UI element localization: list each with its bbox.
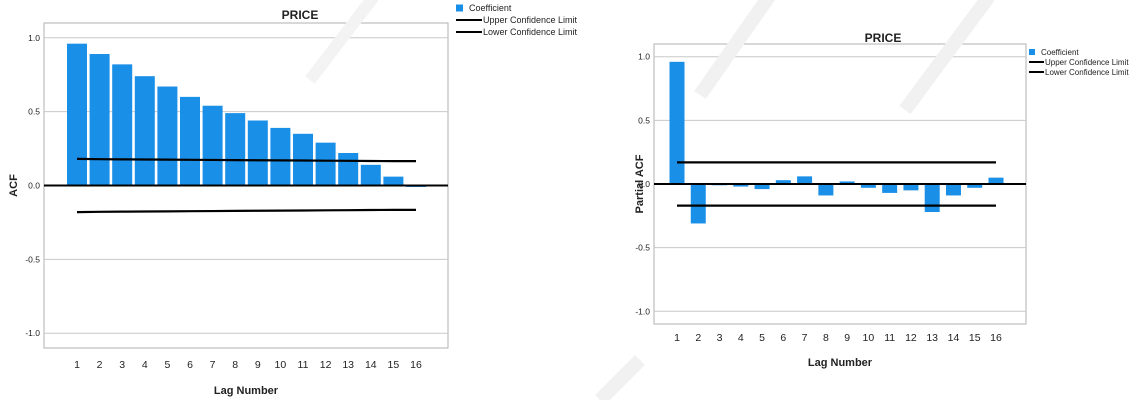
x-tick-label: 7: [802, 332, 808, 344]
bar-lag-4: [134, 76, 155, 186]
y-tick-label: 0.5: [28, 107, 40, 117]
x-tick-label: 13: [926, 332, 938, 344]
x-axis-label: Lag Number: [214, 385, 279, 397]
x-tick-label: 6: [780, 332, 786, 344]
y-tick-label: -0.5: [635, 243, 650, 253]
x-tick-label: 15: [388, 359, 400, 371]
bar-lag-9: [247, 120, 268, 186]
y-tick-label: 1.0: [638, 52, 650, 62]
bar-lag-14: [360, 164, 381, 186]
x-tick-label: 1: [74, 359, 80, 371]
bar-lag-4: [733, 184, 749, 187]
bar-lag-8: [818, 184, 834, 196]
x-tick-label: 9: [844, 332, 850, 344]
bar-lag-15: [383, 176, 404, 186]
legend-label: Lower Confidence Limit: [1045, 68, 1129, 77]
x-tick-label: 14: [948, 332, 960, 344]
legend-label: Upper Confidence Limit: [483, 15, 578, 25]
y-tick-label: -1.0: [635, 306, 650, 316]
y-tick-label: 0.0: [638, 179, 650, 189]
x-tick-label: 4: [142, 359, 148, 371]
bar-lag-10: [270, 127, 291, 186]
x-tick-label: 15: [969, 332, 981, 344]
legend-label: Lower Confidence Limit: [483, 27, 578, 37]
x-tick-label: 2: [97, 359, 103, 371]
x-tick-label: 13: [342, 359, 354, 371]
bar-lag-3: [112, 64, 133, 186]
bar-lag-12: [315, 142, 336, 186]
x-tick-label: 16: [990, 332, 1002, 344]
x-tick-label: 2: [695, 332, 701, 344]
legend-label: Coefficient: [469, 3, 512, 13]
bar-lag-11: [882, 184, 898, 193]
x-tick-label: 3: [119, 359, 125, 371]
x-tick-label: 9: [255, 359, 261, 371]
bar-lag-15: [967, 184, 983, 188]
x-tick-label: 8: [232, 359, 238, 371]
bar-lag-8: [225, 113, 246, 186]
pacf-chart: 1.00.50.0-0.5-1.01 2 3 4 5 6 7 8 9 10 11 12 13 14 15 16…: [634, 31, 1129, 369]
x-tick-label: 6: [187, 359, 193, 371]
bar-lag-6: [775, 180, 791, 184]
y-tick-label: 0.5: [638, 115, 650, 125]
legend-label: Upper Confidence Limit: [1045, 58, 1129, 67]
bar-lag-16: [988, 177, 1004, 184]
legend-label: Coefficient: [1041, 48, 1079, 57]
bar-lag-14: [945, 184, 961, 196]
upper-confidence-line: [76, 157, 416, 163]
x-tick-label: 12: [905, 332, 917, 344]
bar-lag-2: [89, 54, 110, 186]
x-tick-label: 16: [410, 359, 422, 371]
y-tick-label: -1.0: [25, 328, 40, 338]
x-tick-label: 12: [320, 359, 332, 371]
x-tick-label: 5: [759, 332, 765, 344]
y-tick-label: 0.0: [28, 181, 40, 191]
x-tick-label: 14: [365, 359, 377, 371]
lower-confidence-line: [76, 208, 416, 214]
x-tick-label: 5: [164, 359, 170, 371]
x-tick-label: 10: [275, 359, 287, 371]
x-tick-label: 4: [738, 332, 744, 344]
bar-lag-12: [903, 184, 919, 191]
bar-lag-2: [690, 184, 706, 224]
bar-lag-10: [860, 184, 876, 188]
y-tick-label: 1.0: [28, 33, 40, 43]
bar-lag-6: [180, 96, 200, 186]
x-tick-label: 10: [863, 332, 875, 344]
y-tick-label: -0.5: [25, 254, 40, 264]
x-tick-label: 11: [884, 332, 895, 344]
x-tick-label: 11: [298, 359, 309, 371]
chart-title: PRICE: [282, 8, 319, 22]
bar-lag-9: [839, 181, 855, 184]
x-tick-label: 7: [210, 359, 216, 371]
bar-lag-7: [797, 176, 813, 184]
y-axis-label: Partial ACF: [634, 154, 646, 213]
bar-lag-7: [202, 105, 223, 186]
x-tick-label: 3: [717, 332, 723, 344]
bar-lag-1: [669, 61, 685, 185]
legend-swatch-coefficient: [1029, 49, 1035, 55]
acf-chart: 1.00.50.0-0.5-1.01 2 3 4 5 6 7 8 9 10 11 12 13 14 15 16…: [8, 3, 578, 397]
chart-title: PRICE: [865, 31, 902, 45]
x-tick-label: 1: [674, 332, 680, 344]
x-tick-label: 8: [823, 332, 829, 344]
bar-lag-1: [67, 43, 87, 186]
x-axis-label: Lag Number: [808, 357, 873, 369]
legend-swatch-coefficient: [456, 4, 463, 12]
bar-lag-5: [754, 184, 770, 190]
y-axis-label: ACF: [8, 174, 20, 197]
legend: Coefficient Upper Confidence Limit Lower C…: [456, 3, 578, 37]
